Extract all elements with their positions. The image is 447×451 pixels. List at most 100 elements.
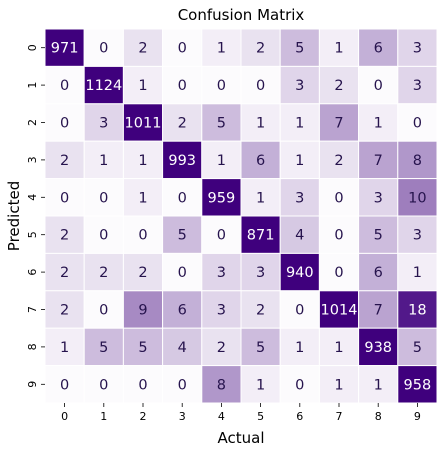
y-tick-label: 0 — [26, 44, 39, 51]
cell-value-label: 1 — [295, 153, 304, 169]
cell-value-label: 938 — [364, 340, 392, 356]
cell-value-label: 2 — [334, 78, 343, 94]
heatmap-cell — [358, 290, 399, 329]
heatmap-cell — [279, 103, 320, 142]
cell-value-label: 3 — [256, 265, 265, 281]
cell-value-label: 0 — [99, 228, 108, 244]
heatmap-cell — [279, 327, 320, 367]
cell-value-label: 1 — [334, 41, 343, 57]
heatmap-cell — [397, 28, 438, 67]
heatmap-cell — [162, 290, 203, 329]
cell-value-label: 5 — [178, 228, 187, 244]
y-tick-label: 7 — [26, 306, 39, 313]
cell-value-label: 3 — [413, 228, 422, 244]
heatmap-cell — [358, 215, 399, 254]
heatmap-cells: 9 7 1 0 2 0 1 2 5 1 6 3 0 1 1 2 4 1 0 0 0 3 2 0 3 0 3 1011 2 5 1 1 7 1 0 2 1… — [44, 28, 438, 404]
heatmap-cell — [358, 365, 399, 404]
cell-value-label: 2 — [256, 41, 265, 57]
x-tick-label: 5 — [257, 410, 264, 423]
cell-value-label: 959 — [208, 190, 236, 206]
x-tick-label: 6 — [296, 410, 303, 423]
cell-value-label: 1 — [256, 190, 265, 206]
heatmap-cell — [279, 252, 320, 292]
heatmap-cell — [318, 252, 360, 292]
cell-value-label: 871 — [247, 228, 275, 244]
cell-value-label: 3 — [295, 78, 304, 94]
heatmap-cell — [358, 65, 399, 105]
cell-value-label: 0 — [178, 190, 187, 206]
heatmap-cell — [83, 28, 124, 67]
cell-value-label: 6 — [256, 153, 265, 169]
cell-value-label: 1 — [138, 153, 147, 169]
cell-value-label: 940 — [286, 265, 314, 281]
heatmap-cell — [240, 215, 281, 254]
heatmap-cell — [162, 215, 203, 254]
cell-value-label: 7 — [374, 153, 383, 169]
heatmap-cell — [162, 65, 203, 105]
cell-value-label: 0 — [138, 377, 147, 393]
heatmap-cell — [397, 365, 438, 404]
cell-value-label: 2 — [217, 340, 226, 356]
cell-value-label: 3 — [374, 190, 383, 206]
cell-value-label: 7 — [374, 303, 383, 319]
x-tick-label: 9 — [414, 410, 421, 423]
cell-value-label: 1011 — [125, 116, 162, 132]
heatmap-cell — [240, 365, 281, 404]
cell-value-label: 0 — [334, 265, 343, 281]
x-tick-label: 4 — [218, 410, 225, 423]
cell-value-label: 1 — [60, 340, 69, 356]
heatmap-cell — [397, 140, 438, 180]
y-tick-label: 2 — [26, 119, 39, 126]
cell-value-label: 0 — [60, 377, 69, 393]
heatmap-cell — [240, 252, 281, 292]
cell-value-label: 0 — [178, 78, 187, 94]
cell-value-label: 5 — [138, 340, 147, 356]
heatmap-cell — [83, 290, 124, 329]
heatmap-cell — [83, 327, 124, 367]
cell-value-label: 958 — [404, 377, 432, 393]
cell-value-label: 6 — [178, 303, 187, 319]
heatmap-cell — [240, 140, 281, 180]
cell-value-label: 0 — [334, 190, 343, 206]
cell-value-label: 1 — [374, 377, 383, 393]
heatmap-cell — [279, 290, 320, 329]
cell-value-label: 5 — [295, 41, 304, 57]
cell-value-label: 5 — [413, 340, 422, 356]
heatmap-cell — [318, 178, 360, 217]
cell-value-label: 7 — [334, 116, 343, 132]
cell-value-label: 9 — [138, 303, 147, 319]
cell-value-label: 4 — [295, 228, 304, 244]
heatmap-cell — [83, 65, 124, 105]
heatmap-cell — [397, 103, 438, 142]
cell-value-label: 2 — [60, 265, 69, 281]
x-tick-label: 0 — [61, 410, 68, 423]
x-tick-label: 1 — [100, 410, 107, 423]
heatmap-cell — [240, 290, 281, 329]
cell-value-label: 6 — [374, 265, 383, 281]
cell-value-label: 0 — [334, 228, 343, 244]
x-tick-label: 7 — [336, 410, 343, 423]
cell-value-label: 0 — [60, 116, 69, 132]
cell-value-label: 3 — [217, 265, 226, 281]
cell-value-label: 2 — [178, 116, 187, 132]
heatmap-cell — [279, 365, 320, 404]
cell-value-label: 1 — [334, 340, 343, 356]
heatmap-cell — [240, 65, 281, 105]
heatmap-cell — [318, 365, 360, 404]
cell-value-label: 1 — [295, 340, 304, 356]
heatmap-cell — [83, 103, 124, 142]
heatmap-cell — [318, 327, 360, 367]
cell-value-label: 0 — [256, 78, 265, 94]
heatmap-cell — [201, 215, 242, 254]
heatmap-cell — [44, 215, 85, 254]
cell-value-label: 0 — [99, 190, 108, 206]
cell-value-label: 1 — [217, 153, 226, 169]
cell-value-label: 4 — [178, 340, 187, 356]
heatmap-cell — [83, 178, 124, 217]
cell-value-label: 0 — [295, 377, 304, 393]
y-tick-labels: 0 1 2 3 4 5 6 7 8 9 — [26, 44, 45, 388]
cell-value-label: 2 — [60, 228, 69, 244]
cell-value-label: 1 — [256, 377, 265, 393]
cell-value-label: 0 — [60, 78, 69, 94]
cell-value-label: 3 — [413, 78, 422, 94]
